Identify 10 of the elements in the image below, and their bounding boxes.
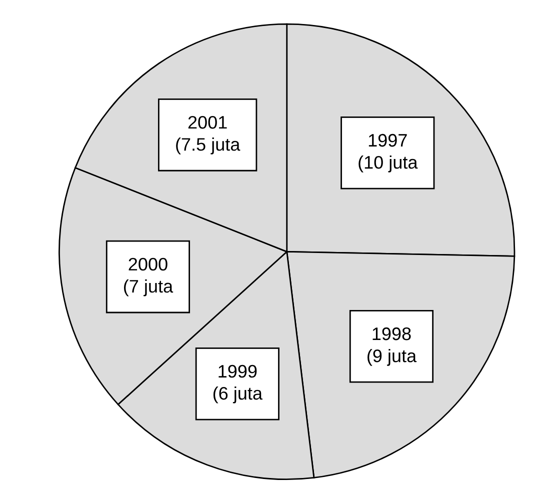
slice-label: 1998 bbox=[372, 327, 411, 340]
data-label: (7.5 juta bbox=[176, 138, 240, 154]
slice-label: 2001 bbox=[188, 116, 227, 129]
data-label: (9 juta bbox=[368, 349, 417, 366]
data-label: (10 juta bbox=[358, 156, 418, 172]
data-label: (6 juta bbox=[213, 386, 263, 404]
slice-label: 1999 bbox=[218, 364, 257, 378]
slice-label: 1997 bbox=[368, 134, 407, 147]
slice-label: 2000 bbox=[128, 258, 168, 271]
data-label: (7 juta bbox=[124, 279, 174, 296]
